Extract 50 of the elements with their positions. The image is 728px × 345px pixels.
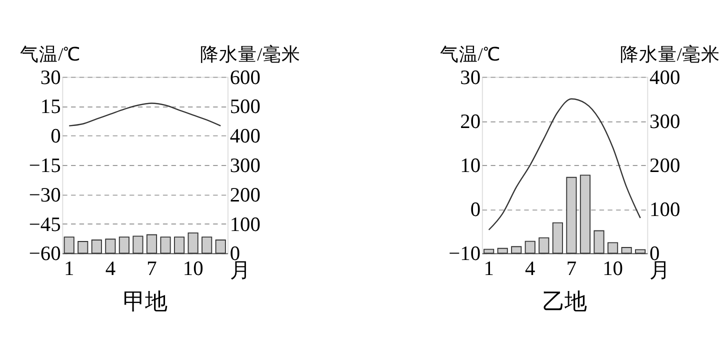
y-tick-label: −10	[448, 243, 481, 266]
bar	[511, 246, 522, 254]
y2-tick-label: 200	[650, 155, 680, 177]
y2-tick-label: 300	[650, 110, 680, 133]
bar	[607, 242, 618, 254]
y-tick-label: 20	[460, 110, 481, 133]
x-tick-label: 4	[105, 258, 116, 280]
bar	[497, 248, 508, 254]
y-tick-label: 15	[40, 96, 61, 118]
bar	[538, 237, 550, 254]
text: 甲地	[122, 288, 167, 314]
y-axis-title: 气温/℃	[440, 44, 501, 66]
y2-tick-label: 400	[230, 126, 260, 148]
y-tick-label: −30	[28, 184, 61, 206]
y2-tick-label: 300	[230, 155, 260, 177]
bar	[484, 248, 494, 254]
y-tick-label: −15	[28, 155, 61, 177]
y-axis-title: 气温/℃	[20, 44, 82, 66]
y-tick-label: −60	[28, 243, 61, 266]
x-tick-label: 1	[484, 258, 494, 280]
y2-tick-label: 500	[230, 96, 260, 118]
line-series	[488, 98, 641, 230]
y2-tick-label: 100	[650, 199, 680, 222]
y2-tick-label: 600	[230, 66, 260, 89]
y-tick-label: 0	[470, 199, 481, 222]
y2-tick-label: 200	[230, 184, 260, 206]
y2-axis-title: 降水量/毫米	[200, 44, 300, 66]
y2-tick-label: 400	[650, 66, 680, 89]
bar	[580, 174, 591, 254]
y-tick-label: −45	[28, 214, 61, 236]
text: 乙地	[542, 288, 587, 314]
bar	[621, 247, 632, 254]
bar	[524, 240, 536, 254]
x-tick-label: 4	[525, 258, 536, 280]
x-tick-label: 7	[146, 258, 157, 280]
y-tick-label: 30	[40, 66, 61, 89]
x-tick-label: 10	[182, 258, 204, 280]
x-tick-label: 7	[566, 258, 577, 280]
y-tick-label: 0	[50, 126, 61, 148]
bar	[566, 176, 577, 254]
y-tick-label: 30	[460, 66, 481, 89]
bar	[552, 222, 563, 254]
bar	[635, 249, 646, 254]
y2-tick-label: 100	[230, 214, 260, 236]
x-tick-label: 1	[64, 258, 74, 280]
x-tick-label: 10	[602, 258, 623, 280]
line-series	[68, 102, 222, 126]
y-tick-label: 10	[460, 155, 481, 177]
bar	[594, 230, 604, 254]
y2-axis-title: 降水量/毫米	[620, 44, 720, 66]
